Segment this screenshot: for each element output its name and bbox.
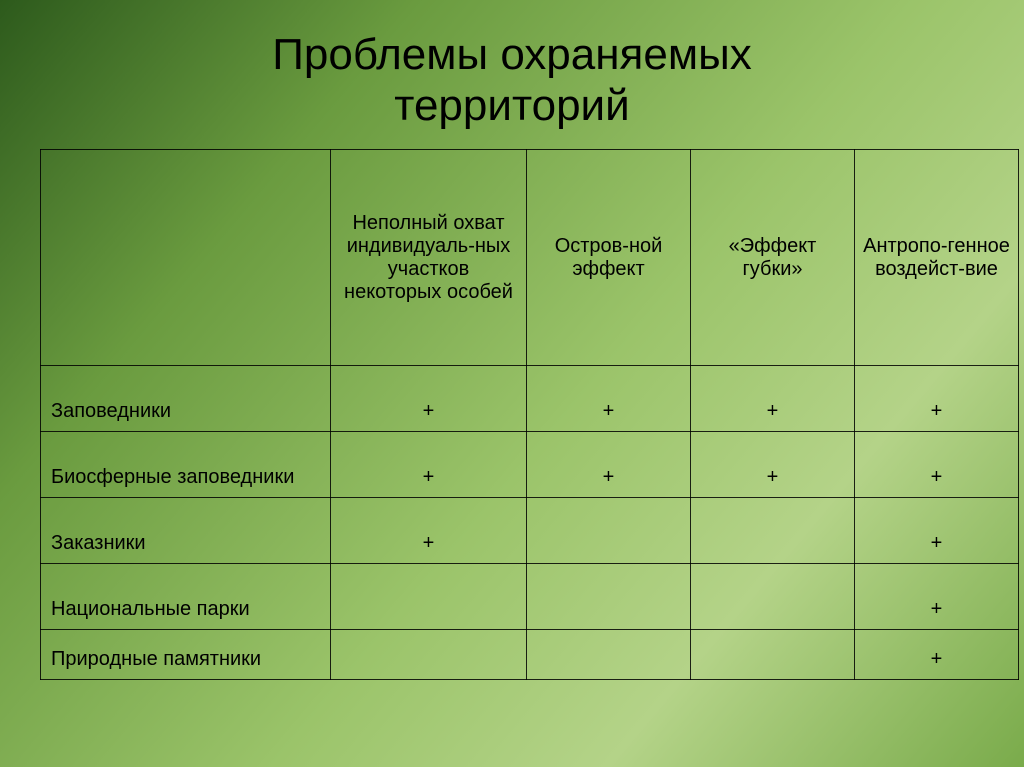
- header-blank: [41, 150, 331, 366]
- title-line-2: территорий: [394, 81, 629, 130]
- table-cell: [691, 498, 855, 564]
- table-cell: [691, 630, 855, 680]
- problems-table: Неполный охват индивидуаль-ных участков …: [40, 149, 1019, 680]
- table-row: Заказники + +: [41, 498, 1019, 564]
- table-cell: +: [855, 366, 1019, 432]
- table-cell: +: [527, 432, 691, 498]
- table-cell: +: [691, 432, 855, 498]
- table-cell: +: [855, 498, 1019, 564]
- table-cell: [527, 630, 691, 680]
- table-cell: [691, 564, 855, 630]
- row-label: Заказники: [41, 498, 331, 564]
- header-col-4: Антропо-генное воздейст-вие: [855, 150, 1019, 366]
- table-cell: +: [855, 432, 1019, 498]
- table-row: Заповедники + + + +: [41, 366, 1019, 432]
- header-col-1: Неполный охват индивидуаль-ных участков …: [331, 150, 527, 366]
- table-header-row: Неполный охват индивидуаль-ных участков …: [41, 150, 1019, 366]
- row-label: Заповедники: [41, 366, 331, 432]
- table-cell: +: [331, 432, 527, 498]
- header-col-2: Остров-ной эффект: [527, 150, 691, 366]
- table-cell: +: [691, 366, 855, 432]
- row-label: Природные памятники: [41, 630, 331, 680]
- table-cell: +: [331, 498, 527, 564]
- table-cell: [527, 564, 691, 630]
- row-label: Биосферные заповедники: [41, 432, 331, 498]
- table-row: Природные памятники +: [41, 630, 1019, 680]
- header-col-3: «Эффект губки»: [691, 150, 855, 366]
- slide-title: Проблемы охраняемых территорий: [40, 30, 984, 131]
- row-label: Национальные парки: [41, 564, 331, 630]
- table-cell: [331, 630, 527, 680]
- table-cell: [527, 498, 691, 564]
- table-cell: +: [331, 366, 527, 432]
- table-cell: [331, 564, 527, 630]
- title-line-1: Проблемы охраняемых: [272, 30, 751, 79]
- table-cell: +: [855, 564, 1019, 630]
- table-cell: +: [855, 630, 1019, 680]
- slide: Проблемы охраняемых территорий Неполный …: [0, 0, 1024, 767]
- table-cell: +: [527, 366, 691, 432]
- table-row: Биосферные заповедники + + + +: [41, 432, 1019, 498]
- table-row: Национальные парки +: [41, 564, 1019, 630]
